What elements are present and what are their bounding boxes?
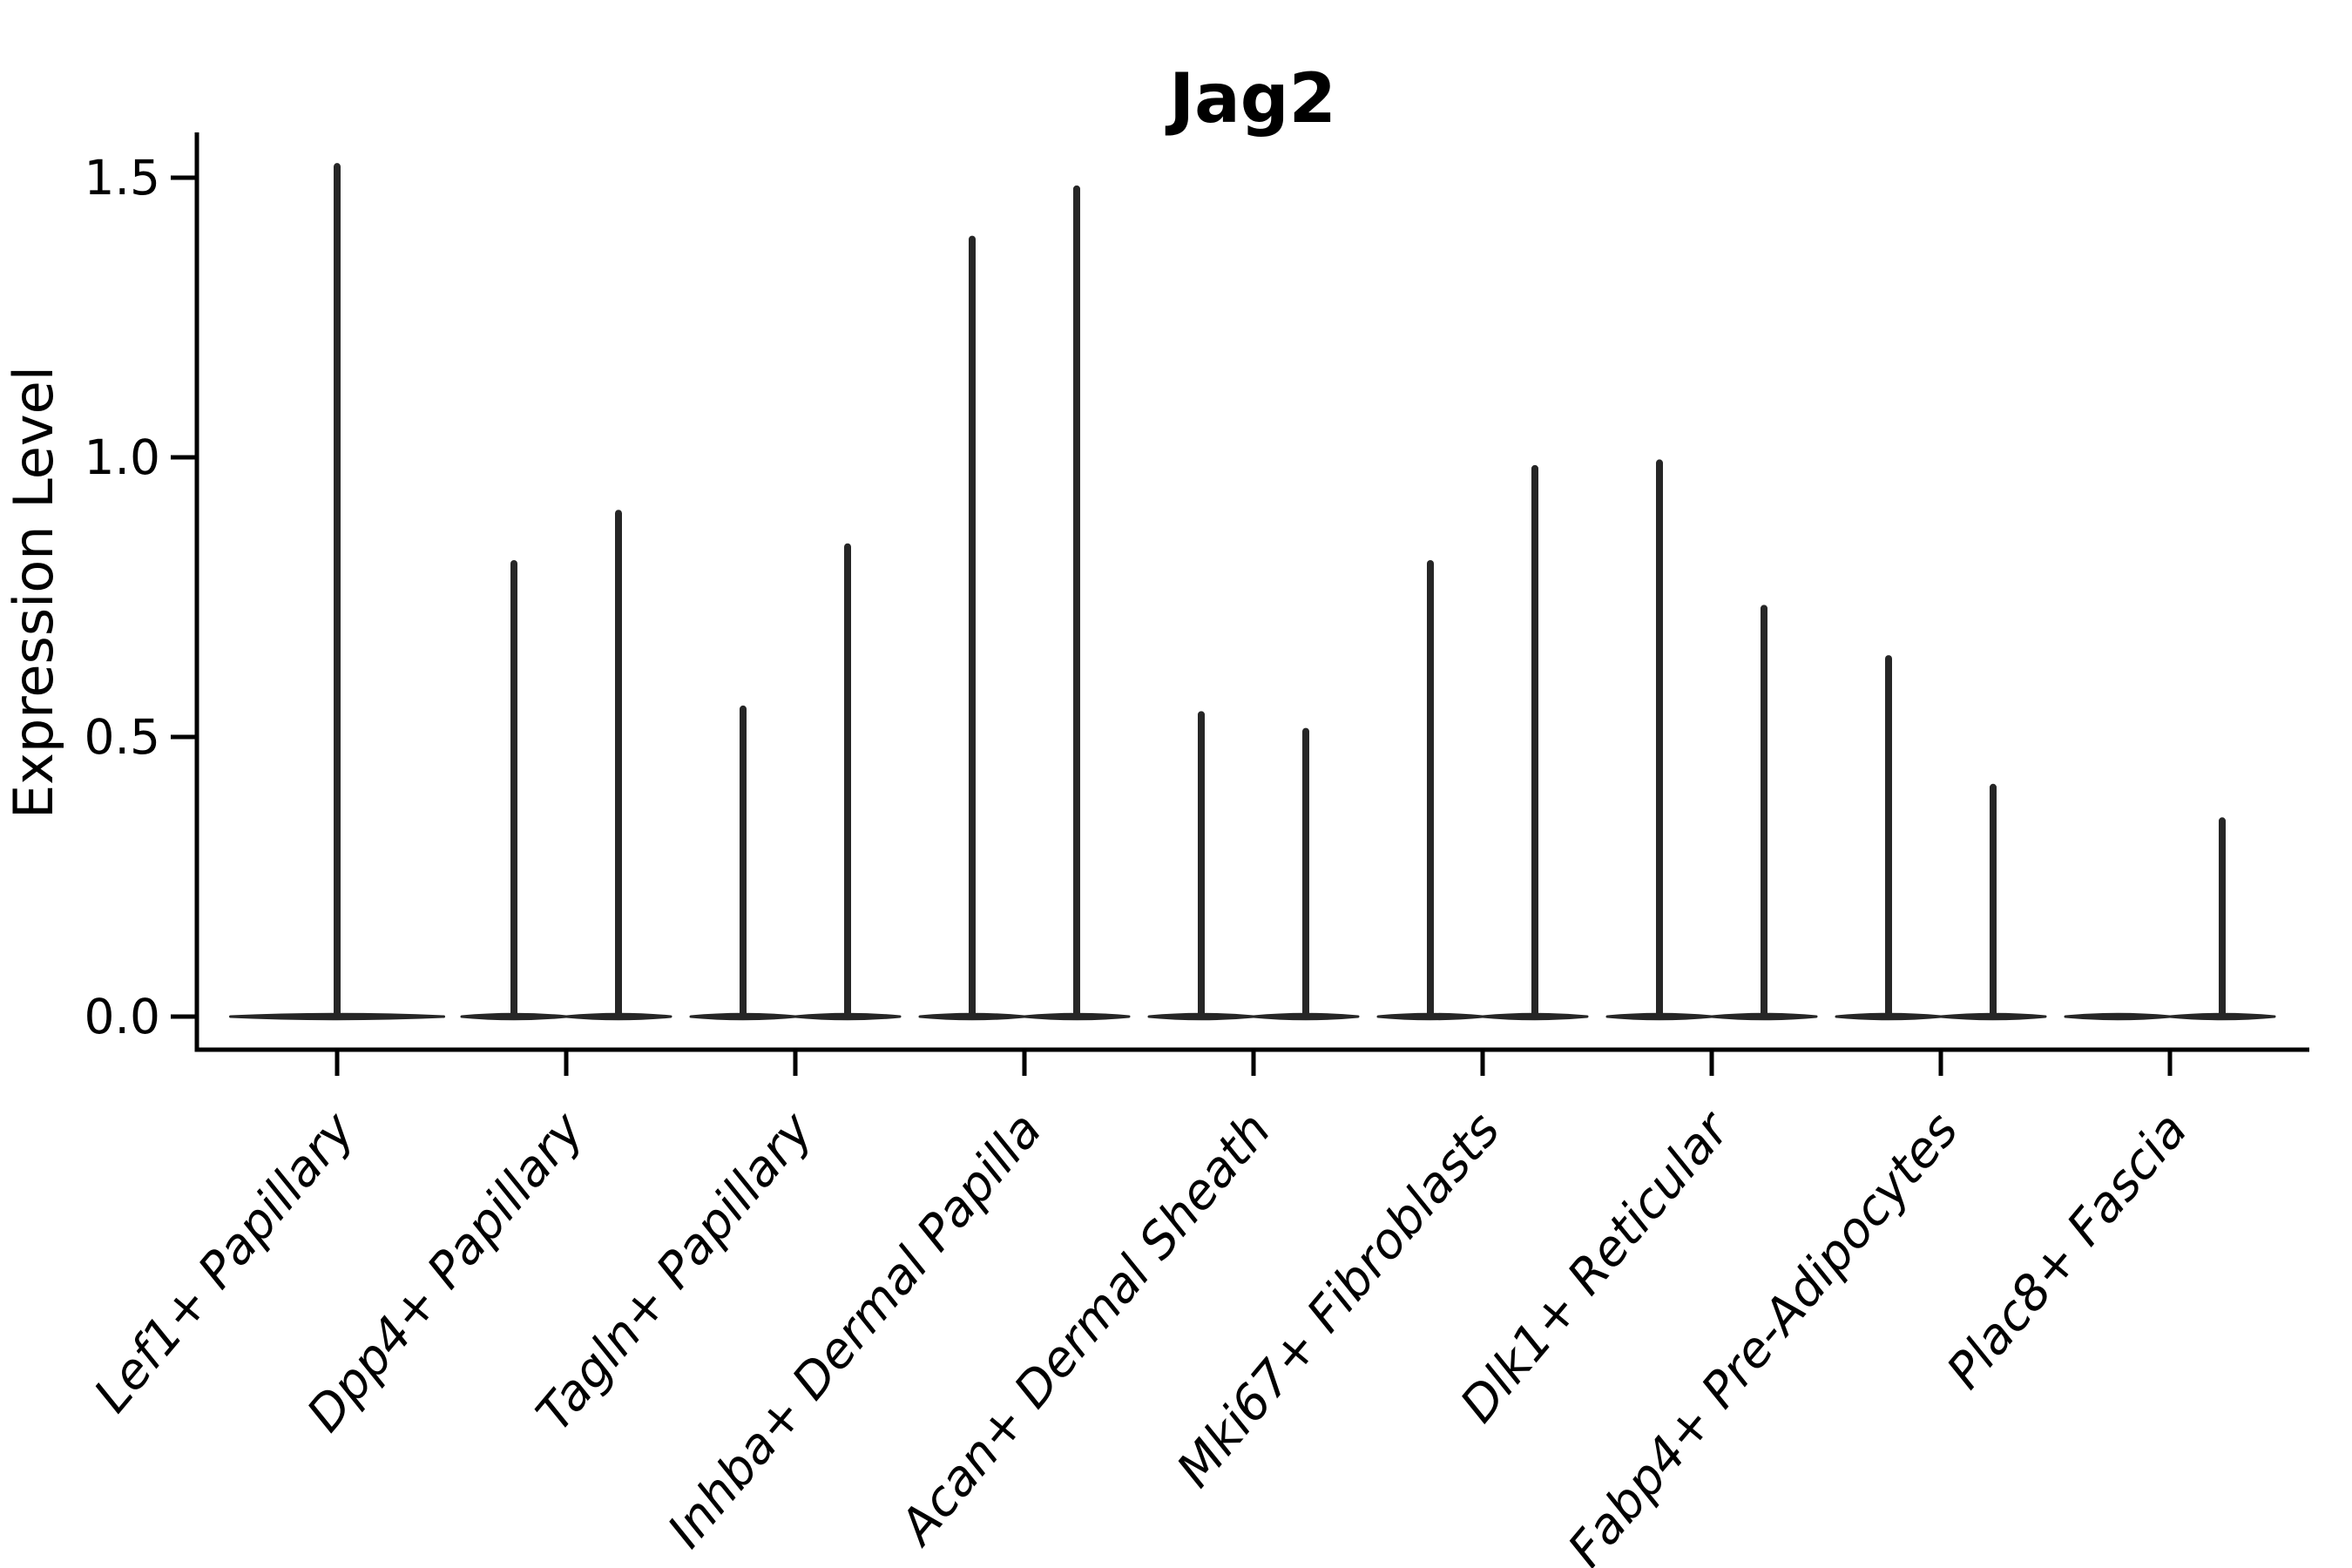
- violin-body: [1481, 1012, 1589, 1021]
- violin-body: [918, 1012, 1026, 1021]
- y-tick-label: 1.5: [84, 150, 160, 206]
- x-tick-label: Inhba+ Dermal Papilla: [657, 1102, 1052, 1558]
- violin-body: [794, 1012, 902, 1021]
- violins-layer: [229, 163, 2276, 1021]
- violin-body: [1147, 1012, 1255, 1021]
- violin-body: [1835, 1012, 1943, 1021]
- y-axis-label: Expression Level: [2, 366, 65, 819]
- chart-title: Jag2: [1165, 60, 1336, 139]
- x-tick-label: Plac8+ Fascia: [1936, 1102, 2199, 1399]
- y-tick-label: 0.5: [84, 709, 160, 765]
- violin-body: [689, 1012, 797, 1021]
- y-tick-label: 1.0: [84, 429, 160, 485]
- violin-body: [1376, 1012, 1484, 1021]
- violin-body: [1023, 1012, 1131, 1021]
- violin-body: [1710, 1012, 1818, 1021]
- x-tick-label: Acan+ Dermal Sheath: [888, 1102, 1282, 1557]
- violin-body: [2064, 1012, 2172, 1021]
- y-tick-label: 0.0: [84, 989, 160, 1044]
- x-tick-label: Fabp4+ Pre-Adipocytes: [1558, 1102, 1970, 1568]
- violin-body: [229, 1012, 445, 1021]
- violin-body: [1252, 1012, 1360, 1021]
- violin-body: [460, 1012, 568, 1021]
- violin-body: [1605, 1012, 1713, 1021]
- violin-body: [1939, 1012, 2047, 1021]
- violin-body: [2168, 1012, 2276, 1021]
- violin-body: [564, 1012, 672, 1021]
